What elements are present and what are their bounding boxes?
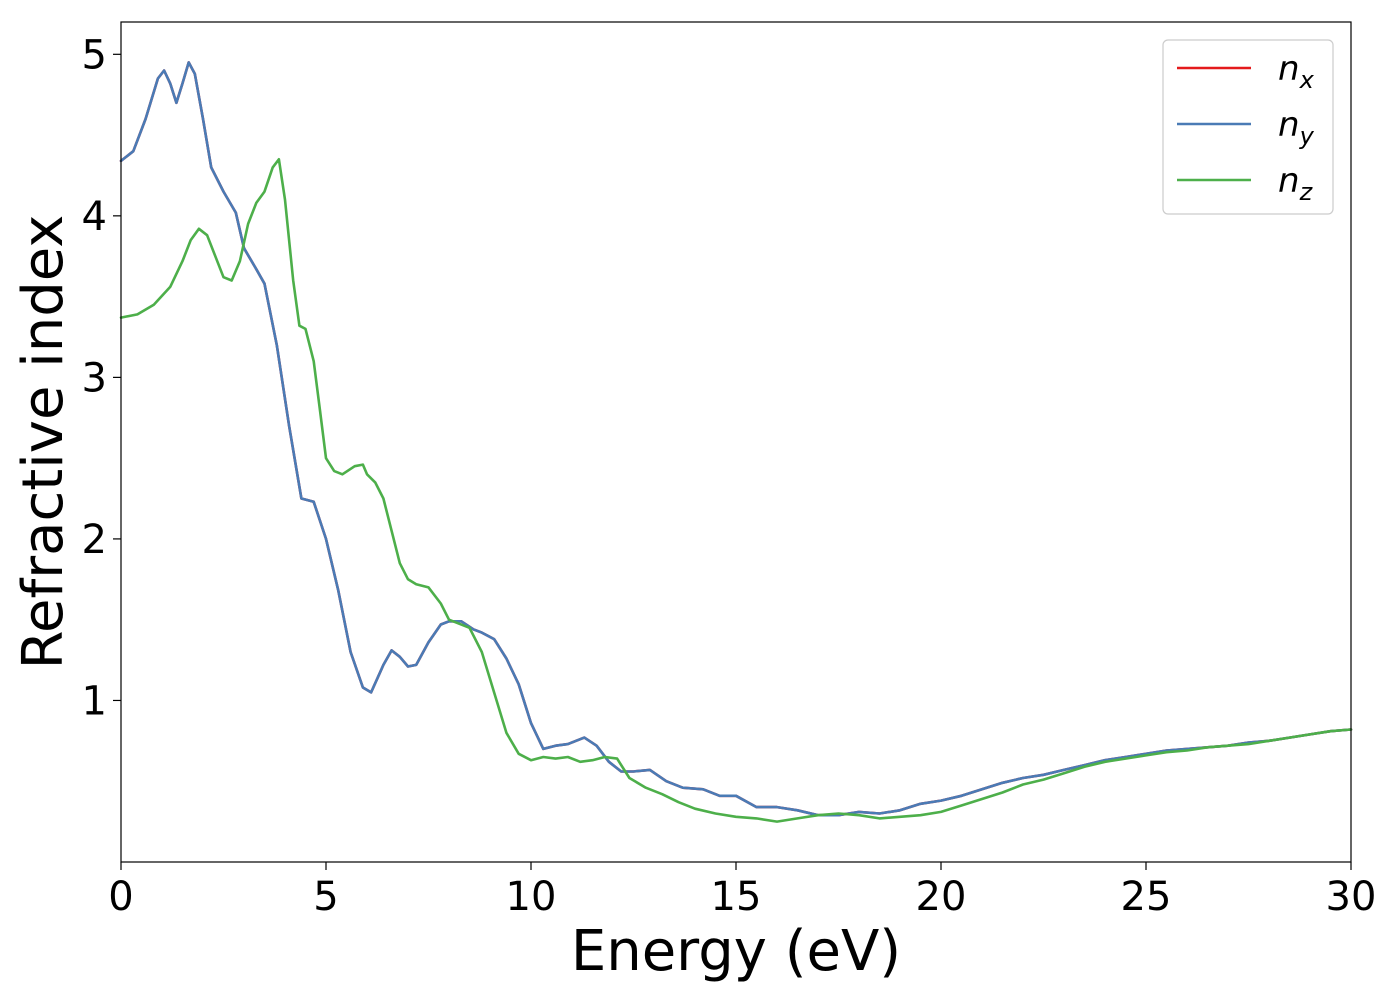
y-tick-label: 2	[82, 517, 107, 563]
y-axis-title: Refractive index	[11, 215, 76, 670]
x-axis-title: Energy (eV)	[571, 919, 901, 984]
x-tick-label: 0	[108, 874, 133, 920]
x-tick-label: 25	[1121, 874, 1172, 920]
x-axis: 0 5 10 15 20 25 30	[108, 862, 1376, 920]
legend-box	[1162, 39, 1334, 215]
x-tick-label: 20	[916, 874, 967, 920]
plot-area	[121, 22, 1351, 862]
x-tick-label: 5	[313, 874, 338, 920]
y-axis: 1 2 3 4 5	[82, 32, 121, 724]
y-tick-label: 5	[82, 32, 107, 78]
series-layer	[119, 61, 1353, 823]
y-tick-label: 4	[82, 194, 107, 240]
y-tick-label: 3	[82, 355, 107, 401]
x-tick-label: 30	[1326, 874, 1377, 920]
series-line-nz	[119, 158, 1353, 823]
x-tick-label: 10	[506, 874, 557, 920]
y-tick-label: 1	[82, 678, 107, 724]
x-tick-label: 15	[711, 874, 762, 920]
